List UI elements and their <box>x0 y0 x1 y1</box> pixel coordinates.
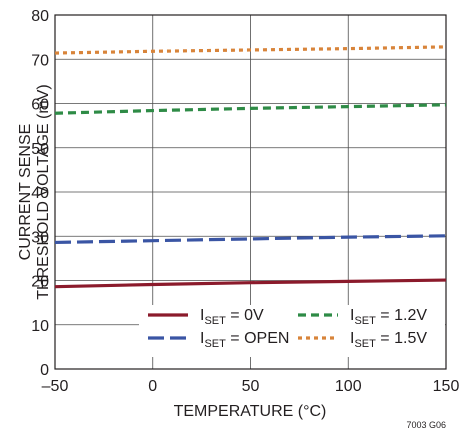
x-tick-label: 150 <box>433 378 460 395</box>
plot-frame <box>54 14 447 370</box>
x-tick-label: 100 <box>335 378 362 395</box>
legend-label: ISET = 1.2V <box>350 307 427 327</box>
y-tick-label: 80 <box>31 8 49 25</box>
y-axis-title-line-2: THRESHOLD VOLTAGE (mV) <box>35 84 52 299</box>
series-line <box>54 103 447 115</box>
figure-note: 7003 G06 <box>406 420 446 430</box>
x-axis-title: TEMPERATURE (°C) <box>174 403 327 420</box>
y-tick-label: 40 <box>31 185 49 202</box>
grid <box>55 15 446 369</box>
y-axis-title: CURRENT SENSE THRESHOLD VOLTAGE (mV) <box>17 84 52 299</box>
x-tick-label: –50 <box>42 378 69 395</box>
y-tick-label: 30 <box>31 229 49 246</box>
legend: ISET = 0V ISET = OPEN ISET = 1.2V ISET = 1.… <box>139 305 445 357</box>
y-tick-label: 60 <box>31 97 49 114</box>
y-tick-label: 70 <box>31 52 49 69</box>
legend-label: ISET = 1.5V <box>350 330 427 350</box>
y-axis-title-line-1: CURRENT SENSE <box>17 124 34 261</box>
x-tick-label: 50 <box>242 378 260 395</box>
y-tick-label: 20 <box>31 274 49 291</box>
y-tick-labels: 0 10 20 30 40 50 60 70 80 <box>31 8 49 379</box>
series-line <box>54 278 447 289</box>
y-tick-label: 50 <box>31 141 49 158</box>
x-tick-label: 0 <box>148 378 157 395</box>
legend-label: ISET = 0V <box>200 307 264 327</box>
x-tick-labels: –50 0 50 100 150 <box>42 378 460 395</box>
y-tick-label: 0 <box>40 362 49 379</box>
y-tick-label: 10 <box>31 318 49 335</box>
series-line <box>54 45 447 55</box>
legend-label: ISET = OPEN <box>200 330 289 350</box>
legend-background <box>139 305 445 357</box>
series-lines <box>54 45 447 289</box>
